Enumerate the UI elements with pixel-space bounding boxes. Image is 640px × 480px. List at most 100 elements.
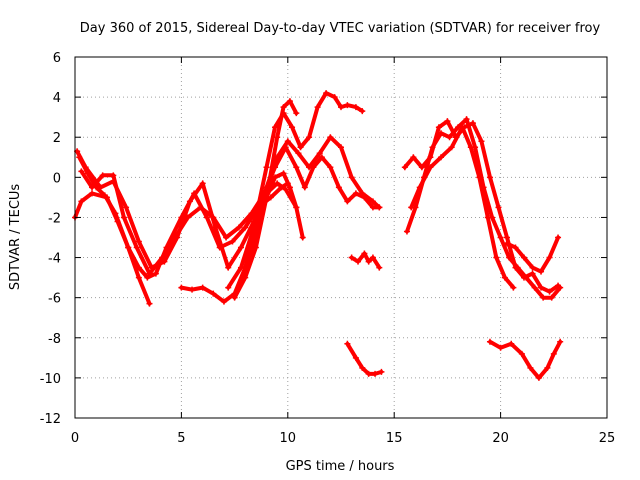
data-point [223, 234, 230, 241]
data-point [144, 274, 151, 281]
data-point [284, 138, 291, 145]
data-point [463, 116, 470, 123]
x-tick-label: 0 [71, 431, 79, 446]
data-point [338, 104, 344, 111]
x-tick-label: 20 [492, 431, 509, 446]
data-point [510, 284, 517, 291]
data-point [427, 164, 434, 171]
data-point [476, 174, 483, 181]
y-axis-label: SDTVAR / TECUs [8, 184, 23, 291]
y-tick-label: 4 [53, 91, 61, 106]
data-point [352, 190, 359, 197]
data-point [323, 90, 330, 97]
data-point [293, 164, 300, 171]
y-tick-label: -2 [48, 211, 61, 226]
data-point [293, 204, 300, 211]
data-point [365, 370, 372, 377]
data-point [469, 120, 476, 127]
data-point [548, 294, 555, 301]
data-point [250, 224, 257, 231]
y-tick-label: 2 [53, 131, 61, 146]
data-point [369, 204, 376, 211]
data-point [210, 214, 217, 221]
data-point [365, 258, 372, 265]
data-point [272, 124, 279, 131]
data-point [352, 354, 359, 361]
data-point [529, 270, 536, 277]
data-point [146, 270, 153, 277]
data-point [478, 138, 485, 145]
data-point [369, 198, 376, 205]
data-point [197, 204, 204, 211]
data-point [252, 234, 259, 241]
data-point [359, 190, 366, 197]
data-point [120, 214, 127, 221]
data-point [484, 214, 491, 221]
data-point [282, 186, 289, 193]
data-point [344, 198, 351, 205]
data-point [550, 350, 557, 357]
y-tick-label: -8 [48, 332, 61, 347]
data-point [438, 154, 445, 161]
data-point [161, 258, 168, 265]
data-point [286, 98, 293, 105]
data-point [506, 254, 513, 261]
series-line-s9 [349, 251, 382, 270]
data-point [529, 264, 536, 271]
data-point [435, 124, 442, 131]
data-point [293, 110, 300, 117]
data-point [274, 180, 281, 187]
data-point [316, 150, 323, 157]
data-point [135, 238, 142, 245]
data-point [372, 370, 379, 377]
data-point [352, 104, 359, 111]
data-point [210, 290, 217, 297]
data-point [101, 192, 108, 199]
data-point [521, 254, 528, 261]
data-point [110, 172, 117, 179]
data-point [538, 284, 545, 291]
data-point [286, 184, 293, 191]
series-line-s3 [77, 155, 152, 306]
data-point [493, 254, 500, 261]
data-point [146, 300, 153, 307]
data-point [486, 174, 493, 181]
data-point [376, 264, 383, 271]
data-point [495, 204, 502, 211]
data-point [555, 234, 562, 241]
data-point [84, 170, 91, 177]
y-tick-label: -4 [48, 252, 61, 267]
data-point [501, 274, 508, 281]
data-point [538, 268, 545, 275]
data-point [89, 190, 96, 197]
data-point [78, 168, 85, 175]
y-tick-label: 6 [53, 51, 61, 66]
data-point [152, 270, 159, 277]
data-point [429, 144, 436, 151]
data-point [338, 144, 344, 151]
data-point [231, 294, 238, 301]
series-line-s7 [232, 99, 299, 300]
data-point [78, 198, 85, 205]
series-line-s10 [345, 341, 384, 376]
data-point [225, 264, 232, 271]
y-tick-label: -10 [40, 372, 61, 387]
data-point [178, 284, 185, 291]
data-point [348, 174, 355, 181]
x-tick-label: 5 [177, 431, 185, 446]
data-point [272, 174, 279, 181]
x-tick-label: 25 [599, 431, 616, 446]
x-axis-label: GPS time / hours [286, 459, 395, 474]
chart-title: Day 360 of 2015, Sidereal Day-to-day VTE… [80, 21, 601, 36]
data-point [306, 164, 313, 171]
data-point [497, 344, 504, 351]
data-point [444, 118, 451, 125]
data-point [514, 264, 521, 271]
data-point [401, 164, 408, 171]
data-point [418, 164, 425, 171]
data-point [242, 274, 249, 281]
data-point [189, 286, 196, 293]
data-point [535, 374, 542, 381]
data-point [184, 214, 191, 221]
data-point [133, 244, 140, 251]
